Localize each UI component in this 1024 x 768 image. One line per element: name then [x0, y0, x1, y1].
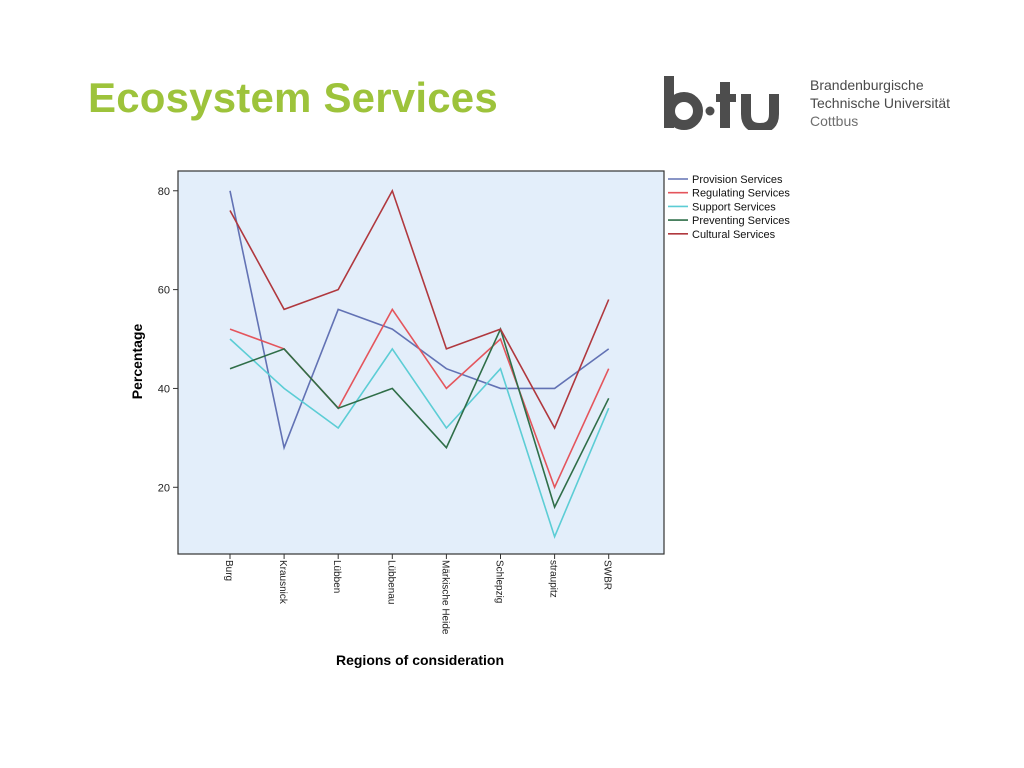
- x-tick-label: Lübben: [331, 560, 342, 593]
- series-line-cultural-services: [229, 188, 610, 430]
- legend-label: Regulating Services: [692, 188, 790, 200]
- y-axis-title: Percentage: [129, 324, 145, 400]
- y-tick-label: 40: [158, 383, 170, 395]
- y-tick-label: 80: [158, 186, 170, 198]
- slide-title: Ecosystem Services: [88, 74, 498, 121]
- x-tick-label: Burg: [223, 560, 234, 581]
- btu-logo-mark: [664, 76, 779, 130]
- logo-line-3: Cottbus: [810, 113, 859, 129]
- legend-label: Cultural Services: [692, 229, 776, 241]
- x-tick-label: SWBR: [602, 560, 613, 590]
- x-tick-label: Schlepzig: [494, 560, 505, 603]
- logo-line-2: Technische Universität: [810, 95, 951, 111]
- series-line-preventing-services: [229, 326, 610, 510]
- x-axis-title: Regions of consideration: [336, 652, 504, 668]
- x-tick-label: Lübbenau: [385, 560, 396, 605]
- university-logo: Brandenburgische Technische Universität …: [660, 70, 980, 140]
- legend-label: Support Services: [692, 201, 776, 213]
- logo-wordmark: Brandenburgische Technische Universität …: [810, 76, 950, 130]
- legend-label: Preventing Services: [692, 215, 790, 227]
- x-tick-label: Krausnick: [277, 560, 288, 605]
- y-tick-label: 60: [158, 285, 170, 297]
- series-line-support-services: [229, 338, 610, 539]
- y-tick-label: 20: [158, 482, 170, 494]
- x-tick-label: straupitz: [548, 560, 559, 598]
- x-tick-label: Märkische Heide: [439, 560, 450, 635]
- legend-label: Provision Services: [692, 174, 783, 186]
- logo-line-1: Brandenburgische: [810, 77, 924, 93]
